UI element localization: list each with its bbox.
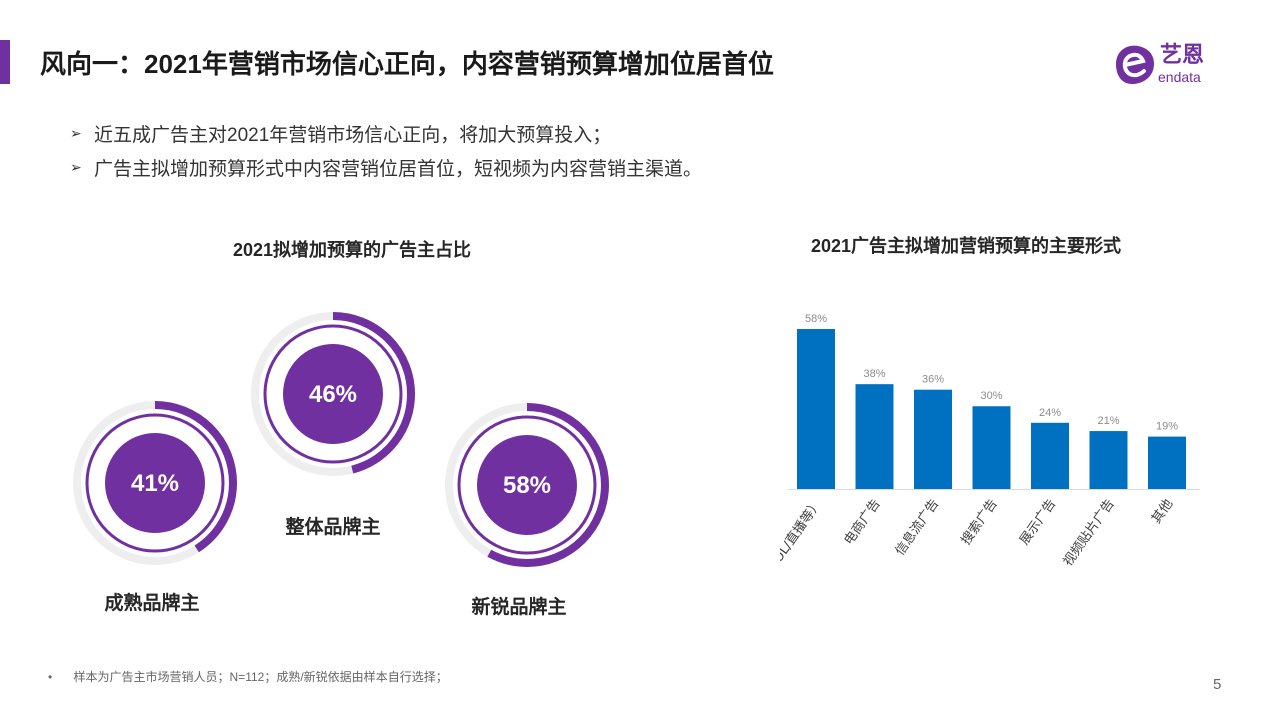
bar bbox=[1031, 422, 1069, 489]
bar bbox=[1148, 436, 1186, 489]
title-accent-bar bbox=[0, 40, 10, 84]
progress-ring bbox=[73, 401, 237, 565]
category-label: 展示广告 bbox=[1017, 497, 1059, 548]
donut-panel-title: 2021拟增加预算的广告主占比 bbox=[233, 240, 472, 260]
bullet-item: ➢ 广告主拟增加预算形式中内容营销位居首位，短视频为内容营销主渠道。 bbox=[70, 150, 702, 184]
progress-ring bbox=[251, 312, 415, 476]
arrow-icon: ➢ bbox=[70, 158, 82, 175]
donut-label: 整体品牌主 bbox=[285, 517, 381, 538]
arrow-icon: ➢ bbox=[70, 124, 82, 141]
footnote-text: 样本为广告主市场营销人员；N=112；成熟/新锐依据由样本自行选择； bbox=[73, 670, 448, 684]
endata-logo: 艺恩 endata bbox=[1116, 42, 1204, 85]
data-label: 19% bbox=[1156, 421, 1178, 433]
bullet-dot-icon: • bbox=[48, 670, 53, 684]
donut-value: 46% bbox=[309, 381, 357, 408]
bar-chart: 58% 内容营销（明星/KOL/直播等） 38% 电商广告 36% 信息流广告 30% 搜索广… bbox=[780, 313, 1200, 650]
summary-bullets: ➢ 近五成广告主对2021年营销市场信心正向，将加大预算投入； ➢ 广告主拟增加… bbox=[70, 116, 702, 184]
inner-disc bbox=[105, 433, 205, 533]
data-label: 38% bbox=[863, 368, 885, 380]
data-label: 58% bbox=[805, 313, 827, 325]
page-title: 风向一：2021年营销市场信心正向，内容营销预算增加位居首位 bbox=[40, 49, 774, 79]
svg-text:endata: endata bbox=[1158, 69, 1201, 85]
bar bbox=[797, 329, 835, 489]
donut-overall-brands: 46% bbox=[251, 312, 415, 476]
bar-chart-title: 2021广告主拟增加营销预算的主要形式 bbox=[811, 236, 1122, 256]
category-label: 其他 bbox=[1149, 497, 1176, 527]
category-label: 信息流广告 bbox=[892, 496, 942, 558]
data-label: 30% bbox=[980, 390, 1002, 402]
bullet-text: 近五成广告主对2021年营销市场信心正向，将加大预算投入； bbox=[94, 124, 612, 146]
bullet-text: 广告主拟增加预算形式中内容营销位居首位，短视频为内容营销主渠道。 bbox=[94, 158, 703, 180]
donut-value: 58% bbox=[503, 472, 551, 499]
inner-disc bbox=[283, 344, 383, 444]
category-label: 视频贴片广告 bbox=[1061, 497, 1118, 570]
donut-value: 41% bbox=[131, 470, 179, 497]
donut-mature-brands: 41% bbox=[73, 401, 237, 565]
bullet-item: ➢ 近五成广告主对2021年营销市场信心正向，将加大预算投入； bbox=[70, 116, 702, 150]
donut-label: 成熟品牌主 bbox=[104, 593, 200, 614]
bar bbox=[1089, 431, 1128, 489]
category-label: 电商广告 bbox=[842, 497, 884, 548]
inner-disc bbox=[477, 435, 577, 535]
category-label: 内容营销（明星/KOL/直播等） bbox=[780, 496, 825, 650]
page-number: 5 bbox=[1213, 676, 1222, 693]
data-label: 36% bbox=[922, 374, 944, 386]
category-label: 搜索广告 bbox=[959, 497, 1001, 548]
bar bbox=[914, 389, 952, 489]
bar bbox=[972, 406, 1011, 489]
donut-label: 新锐品牌主 bbox=[471, 597, 567, 618]
svg-text:艺恩: 艺恩 bbox=[1160, 42, 1204, 68]
donut-new-brands: 58% bbox=[445, 403, 609, 567]
data-label: 21% bbox=[1097, 415, 1119, 427]
footnote: • 样本为广告主市场营销人员；N=112；成熟/新锐依据由样本自行选择； bbox=[48, 668, 448, 685]
progress-ring bbox=[445, 403, 609, 567]
data-label: 24% bbox=[1039, 407, 1061, 419]
bar bbox=[855, 384, 894, 489]
